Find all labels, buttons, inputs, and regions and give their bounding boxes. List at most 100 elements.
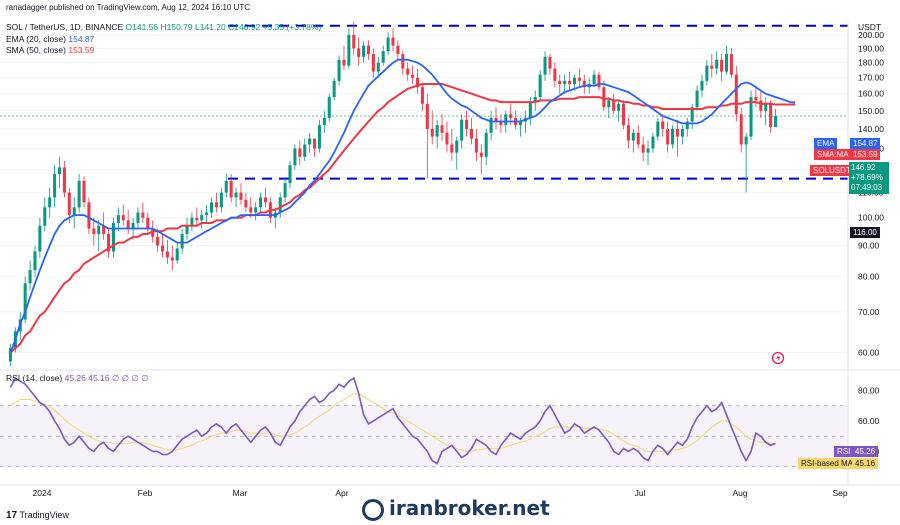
candle-body <box>72 207 76 216</box>
candle-body <box>263 197 268 203</box>
candle-body <box>509 114 513 118</box>
candle-body <box>102 225 106 235</box>
candle-body <box>651 136 655 149</box>
candle-body <box>465 119 469 129</box>
candle-body <box>352 34 356 49</box>
price-tick-label: 190.00 <box>858 43 884 53</box>
candle-body <box>602 87 606 108</box>
candle-body <box>205 212 209 216</box>
candle-body <box>180 234 184 249</box>
time-tick-label: Jul <box>635 488 646 498</box>
candle-body <box>327 97 331 118</box>
candle-body <box>626 125 630 141</box>
sma-legend[interactable]: SMA (50, close) 153.59 <box>6 45 94 56</box>
candle-body <box>666 128 670 145</box>
candle-body <box>474 138 478 153</box>
tradingview-logo[interactable]: 17 TradingView <box>6 510 69 521</box>
price-tick-label: 160.00 <box>858 89 884 99</box>
candle-body <box>401 54 405 69</box>
candle-body <box>744 136 748 145</box>
candle-body <box>680 128 684 137</box>
candle-body <box>195 217 199 221</box>
alert-icon[interactable] <box>771 351 785 365</box>
candle-body <box>249 207 253 213</box>
candle-body <box>200 215 204 221</box>
candle-body <box>371 54 375 72</box>
candle-body <box>254 207 258 213</box>
candle-body <box>734 74 738 115</box>
candle-body <box>229 180 233 198</box>
candle-body <box>577 77 581 81</box>
price-tick-label: 170.00 <box>858 73 884 83</box>
time-tick-label: 2024 <box>33 488 52 498</box>
candle-body <box>631 132 635 141</box>
ema-legend-value: 154.87 <box>68 34 95 44</box>
candle-body <box>77 180 81 208</box>
time-tick-label: Mar <box>233 488 248 498</box>
candle-body <box>239 192 243 200</box>
time-tick-labels[interactable]: 2024 Feb Mar Apr Jul Aug Sep <box>33 488 848 498</box>
candle-body <box>499 121 503 126</box>
rsi-legend[interactable]: RSI (14, close) 45.26 45.16 ∅ ∅ ∅ ∅ <box>6 373 149 384</box>
price-tick-label: 150.00 <box>858 106 884 116</box>
candle-body <box>582 80 586 88</box>
watermark: iranbroker.net <box>362 496 550 521</box>
candle-body <box>278 197 282 213</box>
candle-body <box>396 45 400 55</box>
candle-body <box>690 107 694 122</box>
candle-body <box>224 180 228 193</box>
symbol-title: SOL / TetherUS, 1D, BINANCE <box>6 22 124 32</box>
price-tick-label: 80.00 <box>858 272 880 282</box>
candle-body <box>592 74 596 85</box>
candle-body <box>489 117 493 133</box>
time-tick-label: Apr <box>335 488 348 498</box>
time-tick-label: Feb <box>138 488 153 498</box>
candle-body <box>111 223 115 252</box>
candle-body <box>288 165 292 184</box>
ema-legend[interactable]: EMA (20, close) 154.87 <box>6 34 94 45</box>
candle-body <box>317 125 321 149</box>
ema-tag-name: EMA <box>814 138 838 149</box>
candle-body <box>234 192 238 198</box>
candle-body <box>87 202 91 229</box>
candle-body <box>126 220 130 229</box>
time-tick-label: Aug <box>732 488 747 498</box>
candle-body <box>460 119 464 141</box>
candle-body <box>175 248 179 261</box>
candle-body <box>136 212 140 224</box>
candle-body <box>494 117 498 122</box>
candle-body <box>518 121 523 126</box>
candle-body <box>764 103 768 111</box>
candle-body <box>303 144 307 157</box>
candle-body <box>97 225 101 235</box>
candle-body <box>533 97 537 103</box>
candle-body <box>715 59 719 69</box>
watermark-text: iranbroker.net <box>389 496 550 520</box>
candle-body <box>53 174 57 198</box>
candle-body <box>646 148 650 153</box>
sma-tag-name: SMA:MA <box>814 149 852 160</box>
candle-body <box>293 148 297 166</box>
candle-body <box>62 167 66 193</box>
candle-body <box>308 138 312 145</box>
candle-body <box>430 128 434 137</box>
candle-body <box>146 217 150 229</box>
price-tick-label: 60.00 <box>858 347 880 357</box>
candle-body <box>210 202 214 213</box>
symbol-legend[interactable]: SOL / TetherUS, 1D, BINANCE O141.56 H150… <box>6 22 321 33</box>
candle-body <box>391 37 395 46</box>
candle-body <box>28 270 32 284</box>
candle-body <box>568 80 572 85</box>
candle-body <box>362 45 366 57</box>
candle-body <box>411 74 415 78</box>
candle-body <box>357 48 361 57</box>
candle-body <box>259 197 263 208</box>
candle-body <box>455 140 459 153</box>
candle-body <box>244 199 248 208</box>
candle-body <box>558 80 562 85</box>
watermark-icon <box>362 499 384 521</box>
candle-body <box>185 225 189 235</box>
candle-body <box>160 245 165 252</box>
last-price-tag: 146.92 +78.69% 07:49:03 <box>849 162 889 194</box>
candle-body <box>450 144 454 153</box>
